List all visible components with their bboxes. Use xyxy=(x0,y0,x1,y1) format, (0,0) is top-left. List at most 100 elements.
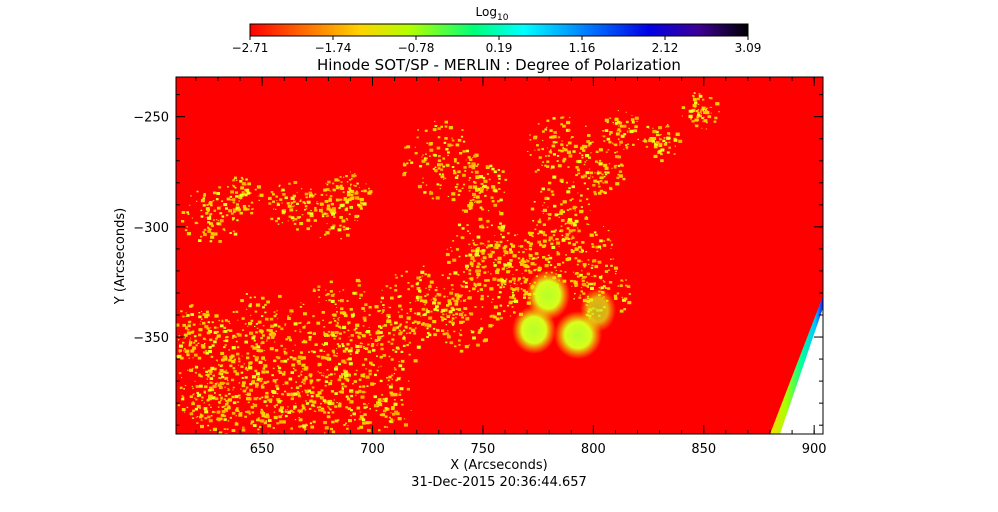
network-speckle xyxy=(382,325,385,327)
network-speckle xyxy=(367,343,370,346)
network-speckle xyxy=(196,222,199,224)
network-speckle xyxy=(585,251,588,253)
network-speckle xyxy=(614,266,618,270)
network-speckle xyxy=(688,114,693,119)
network-speckle xyxy=(426,142,429,144)
network-speckle xyxy=(278,185,281,188)
network-speckle xyxy=(550,165,555,169)
network-speckle xyxy=(557,136,561,139)
network-speckle xyxy=(625,120,629,124)
network-speckle xyxy=(447,330,449,332)
network-speckle xyxy=(571,238,573,240)
network-speckle xyxy=(325,188,330,191)
network-speckle xyxy=(693,96,695,98)
network-speckle xyxy=(273,208,275,210)
network-speckle xyxy=(209,377,214,380)
network-speckle xyxy=(383,324,387,327)
network-speckle xyxy=(520,245,524,248)
network-speckle xyxy=(451,317,455,320)
network-speckle xyxy=(323,441,327,444)
network-speckle xyxy=(235,179,238,181)
network-speckle xyxy=(495,270,498,273)
network-speckle xyxy=(458,255,461,258)
network-speckle xyxy=(194,407,198,411)
network-speckle xyxy=(510,288,513,290)
network-speckle xyxy=(572,181,575,183)
network-speckle xyxy=(302,326,306,329)
network-speckle xyxy=(631,121,635,124)
network-speckle xyxy=(572,235,574,237)
network-speckle xyxy=(504,264,508,267)
network-speckle xyxy=(304,202,306,205)
network-speckle xyxy=(357,220,359,222)
network-speckle xyxy=(333,337,336,340)
network-speckle xyxy=(465,254,468,257)
network-speckle xyxy=(503,191,505,193)
network-speckle xyxy=(429,148,434,152)
network-speckle xyxy=(342,191,345,194)
network-speckle xyxy=(594,172,596,174)
network-speckle xyxy=(468,164,473,168)
network-speckle xyxy=(642,140,645,142)
network-speckle xyxy=(261,396,264,399)
network-speckle xyxy=(240,198,242,200)
network-speckle xyxy=(460,300,462,302)
network-speckle xyxy=(495,246,499,250)
network-speckle xyxy=(179,386,183,389)
network-speckle xyxy=(542,140,544,141)
network-speckle xyxy=(227,186,229,188)
network-speckle xyxy=(546,213,548,215)
network-speckle xyxy=(549,129,553,132)
network-speckle xyxy=(310,210,312,212)
network-speckle xyxy=(560,225,563,227)
network-speckle xyxy=(274,382,277,384)
network-speckle xyxy=(379,331,383,334)
network-speckle xyxy=(181,220,185,223)
network-speckle xyxy=(568,229,573,233)
network-speckle xyxy=(251,322,253,324)
network-speckle xyxy=(503,249,507,253)
network-speckle xyxy=(188,333,191,335)
network-speckle xyxy=(363,189,367,193)
network-speckle xyxy=(297,409,301,412)
network-speckle xyxy=(335,355,338,357)
network-speckle xyxy=(548,239,551,242)
network-speckle xyxy=(430,316,432,319)
network-speckle xyxy=(225,369,227,371)
network-speckle xyxy=(217,220,219,222)
network-speckle xyxy=(612,121,614,124)
network-speckle xyxy=(441,316,445,320)
network-speckle xyxy=(276,387,280,390)
network-speckle xyxy=(659,137,661,139)
network-speckle xyxy=(238,358,241,360)
network-speckle xyxy=(298,412,301,414)
network-speckle xyxy=(368,327,370,328)
network-speckle xyxy=(288,215,292,218)
network-speckle xyxy=(467,230,470,232)
network-speckle xyxy=(506,240,509,242)
network-speckle xyxy=(374,373,377,377)
network-speckle xyxy=(546,126,548,128)
network-speckle xyxy=(528,242,531,244)
network-speckle xyxy=(390,418,393,421)
network-speckle xyxy=(374,339,379,342)
network-speckle xyxy=(382,335,385,337)
network-speckle xyxy=(178,335,181,337)
network-speckle xyxy=(213,191,217,195)
network-speckle xyxy=(391,394,394,397)
network-speckle xyxy=(293,392,298,396)
network-speckle xyxy=(325,194,328,196)
x-tick-label: 750 xyxy=(471,442,496,457)
network-speckle xyxy=(559,229,564,233)
network-speckle xyxy=(354,174,357,177)
network-speckle xyxy=(172,338,176,341)
network-speckle xyxy=(498,169,500,171)
network-speckle xyxy=(347,198,352,202)
network-speckle xyxy=(371,348,376,352)
network-speckle xyxy=(399,323,402,326)
network-speckle xyxy=(597,162,599,164)
network-speckle xyxy=(560,149,564,153)
network-speckle xyxy=(220,351,225,355)
network-speckle xyxy=(603,226,605,227)
network-speckle xyxy=(198,239,202,242)
